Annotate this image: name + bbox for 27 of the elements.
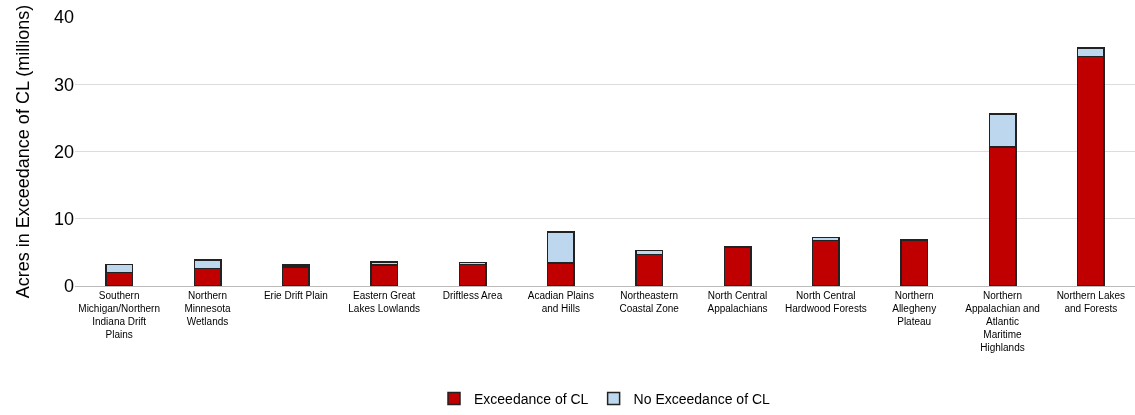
y-tick-label: 0 bbox=[63, 276, 74, 297]
x-tick-label: North Central Appalachians bbox=[707, 290, 768, 314]
bar bbox=[723, 246, 752, 286]
x-tick-label: Northern Appalachian and Atlantic Maritime Highlands bbox=[965, 290, 1040, 353]
bar bbox=[811, 239, 840, 286]
y-tick-label: 40 bbox=[53, 7, 74, 28]
x-tick-label: Erie Drift Plain bbox=[263, 290, 328, 301]
x-tick-label: Northeastern Coastal Zone bbox=[619, 290, 680, 314]
y-axis-title: Acres in Exceedance of CL (millions) bbox=[13, 4, 33, 299]
y-tick-label: 10 bbox=[53, 209, 74, 230]
x-tick-label: Acadian Plains and Hills bbox=[527, 290, 594, 314]
y-tick-label: 20 bbox=[53, 141, 74, 162]
legend-label: Exceedance of CL bbox=[474, 390, 589, 407]
x-tick-label: Eastern Great Lakes Lowlands bbox=[348, 290, 421, 314]
x-tick-label: North Central Hardwood Forests bbox=[784, 290, 867, 314]
x-tick-label: Northern Lakes and Forests bbox=[1056, 290, 1126, 314]
x-tick-label: Driftless Area bbox=[442, 290, 503, 301]
x-tick-label: Southern Michigan/Northern Indiana Drift Plains bbox=[78, 290, 161, 340]
y-tick-label: 30 bbox=[53, 74, 74, 95]
bar bbox=[635, 253, 664, 286]
legend-label: No Exceedance of CL bbox=[633, 390, 771, 407]
bar bbox=[458, 263, 487, 286]
bar bbox=[900, 239, 929, 286]
bar bbox=[281, 266, 310, 286]
bar bbox=[370, 264, 399, 286]
x-tick-label: Northern Allegheny Plateau bbox=[892, 290, 937, 327]
x-tick-label: Northern Minnesota Wetlands bbox=[184, 290, 232, 327]
